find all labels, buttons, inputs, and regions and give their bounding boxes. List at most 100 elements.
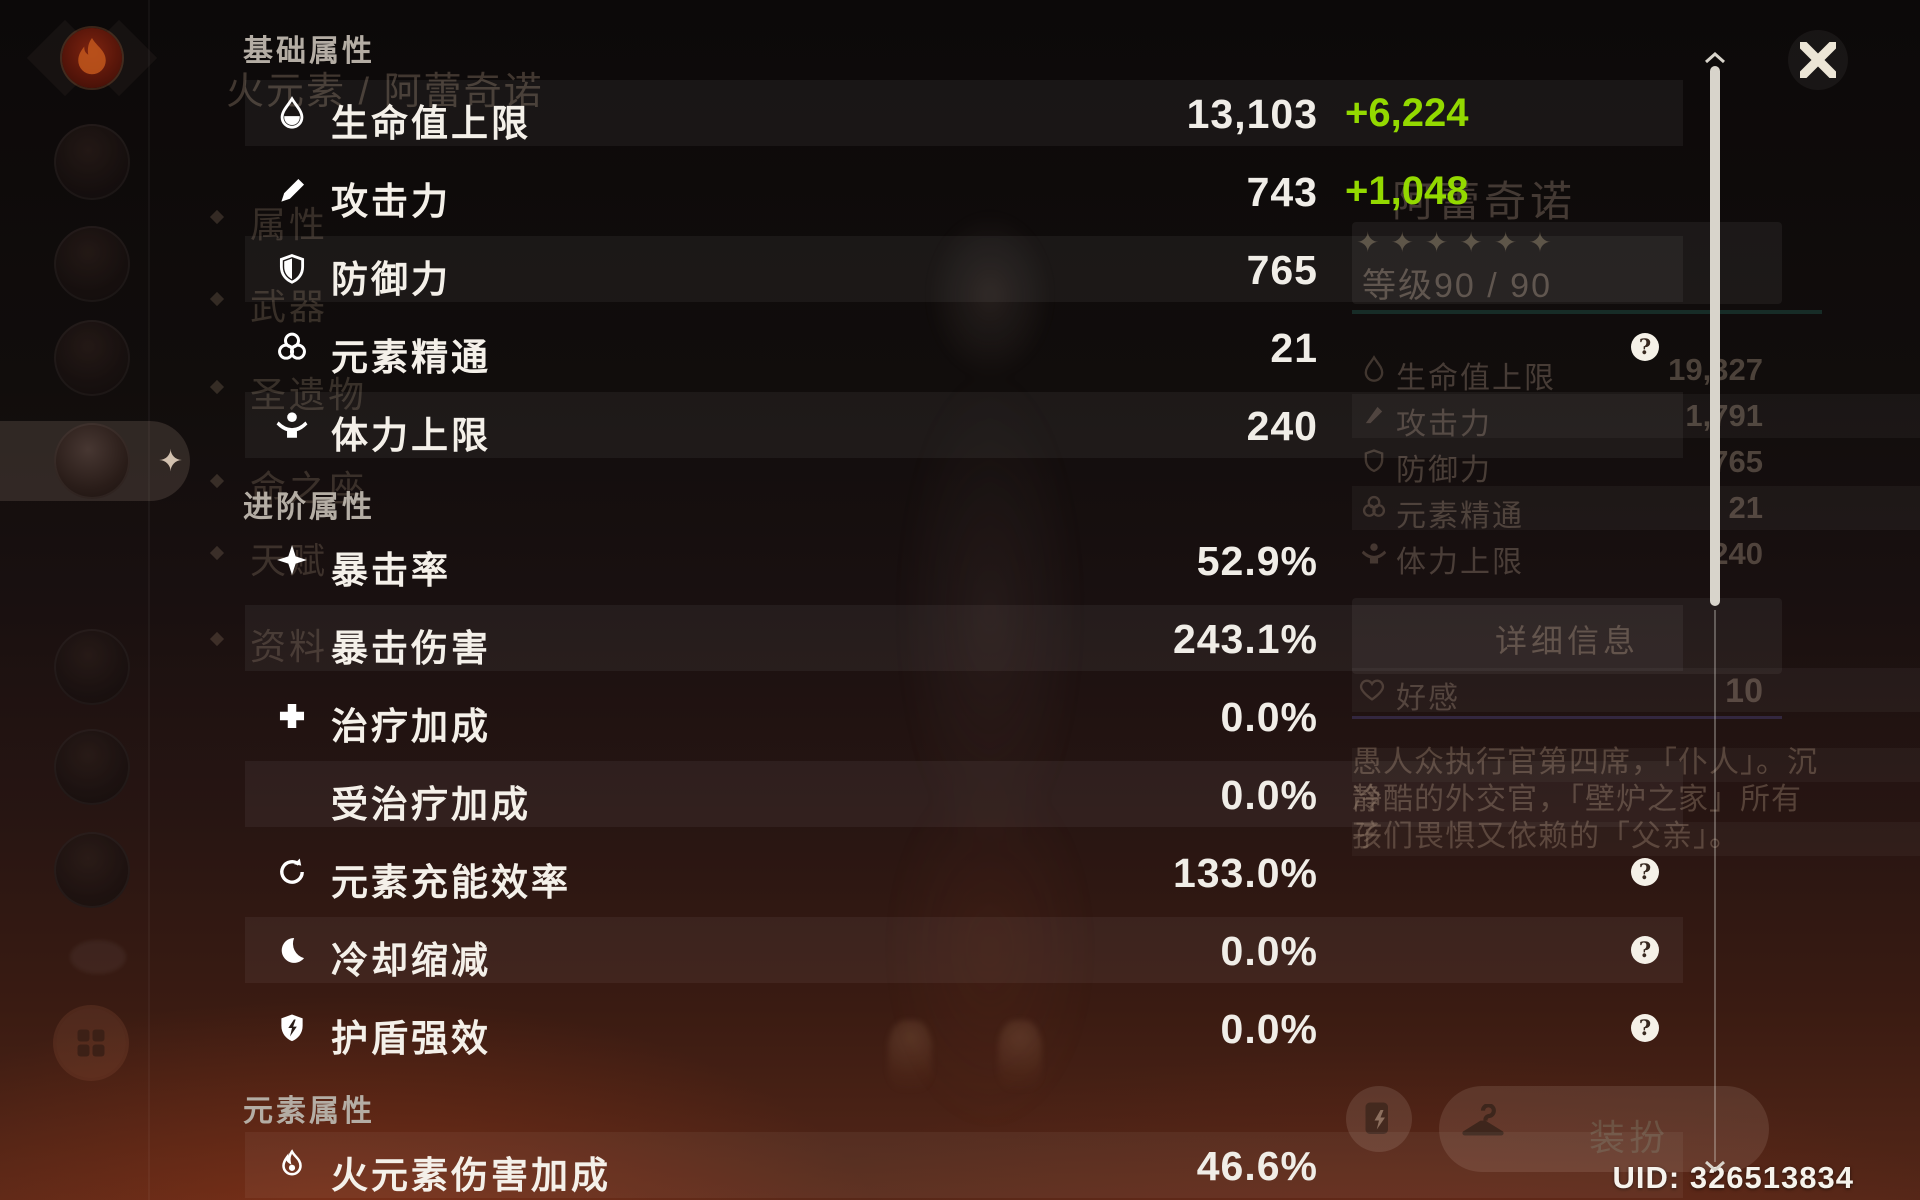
stat-value: 240	[1246, 403, 1318, 449]
stat-bonus: +1,048	[1345, 169, 1469, 213]
sidebar-character-avatar[interactable]	[54, 832, 130, 908]
energy-recharge-icon	[280, 858, 304, 884]
stat-row-crit-rate: 暴击率 52.9%	[245, 527, 1683, 593]
sidebar-character-avatar[interactable]	[54, 320, 130, 396]
stat-label: 元素充能效率	[331, 862, 571, 903]
hanger-icon	[1462, 1104, 1504, 1136]
stat-value: 0.0%	[1220, 928, 1318, 974]
stat-value: 743	[1246, 169, 1318, 215]
dress-button: 装扮	[1439, 1086, 1769, 1172]
sidebar-creature-avatar[interactable]	[70, 940, 126, 974]
menu-diamond	[209, 631, 225, 647]
stat-value: 13,103	[1186, 91, 1318, 137]
pyro-element-emblem	[26, 19, 158, 97]
section-header-advanced: 进阶属性	[243, 491, 375, 524]
menu-diamond	[209, 473, 225, 489]
hp-icon	[1364, 355, 1384, 382]
stat-row-atk: 攻击力 743 +1,048	[245, 158, 1683, 224]
stat-value: 0.0%	[1220, 694, 1318, 740]
bg-stat-label: 生命值上限	[1396, 362, 1556, 395]
sidebar-character-avatar-selected[interactable]	[54, 423, 130, 499]
friendship-heart-icon	[1359, 679, 1385, 701]
stat-value: 21	[1270, 325, 1318, 371]
stat-value: 765	[1246, 247, 1318, 293]
stat-label: 冷却缩减	[331, 940, 491, 981]
stat-row-crit-dmg: 暴击伤害 243.1%	[245, 605, 1683, 671]
help-icon[interactable]: ?	[1631, 858, 1659, 886]
shield-strength-icon	[281, 1014, 303, 1042]
friendship-row: 好感 10	[1352, 668, 1920, 715]
friendship-value: 10	[1725, 672, 1763, 710]
help-icon[interactable]: ?	[1631, 1014, 1659, 1042]
stat-label: 暴击伤害	[331, 628, 491, 669]
bg-stat-row: 攻击力 1,791	[1352, 394, 1920, 441]
character-level: 等级90 / 90	[1362, 267, 1552, 305]
character-artwork	[820, 180, 1160, 1140]
bg-stat-row: 元素精通 21	[1352, 486, 1920, 533]
stat-label: 体力上限	[331, 415, 491, 456]
stamina-icon	[276, 412, 308, 438]
section-header-elemental: 元素属性	[243, 1095, 375, 1128]
menu-item-artifacts: 圣遗物	[250, 374, 368, 415]
uid-text: UID: 326513834	[1612, 1160, 1854, 1195]
bg-stat-label: 体力上限	[1396, 546, 1524, 579]
stat-row-elemental-mastery: 元素精通 21 ?	[245, 314, 1683, 380]
sidebar-character-avatar[interactable]	[54, 629, 130, 705]
sidebar-character-avatar[interactable]	[54, 729, 130, 805]
pyro-icon	[62, 28, 122, 88]
menu-diamond	[209, 379, 225, 395]
stat-value: 0.0%	[1220, 772, 1318, 818]
menu-diamond	[209, 291, 225, 307]
menu-item-constellation: 命之座	[250, 468, 368, 509]
divider	[1352, 716, 1782, 719]
hp-drop-icon	[280, 96, 304, 129]
scrollbar-track[interactable]	[1714, 610, 1716, 1162]
def-icon	[1364, 449, 1384, 473]
def-shield-icon	[279, 254, 305, 284]
stat-row-incoming-healing: 受治疗加成 0.0%	[245, 761, 1683, 827]
stat-label: 受治疗加成	[331, 784, 531, 825]
stat-row-shield-strength: 护盾强效 0.0% ?	[245, 995, 1683, 1061]
details-header: 详细信息	[1494, 623, 1639, 659]
grid-icon	[77, 1029, 105, 1057]
friendship-label: 好感	[1396, 682, 1460, 715]
sidebar-character-avatar[interactable]	[54, 226, 130, 302]
scroll-up-arrow[interactable]	[1704, 52, 1726, 64]
stat-row-stamina: 体力上限 240	[245, 392, 1683, 458]
elemental-mastery-icon	[278, 332, 306, 360]
stat-label: 攻击力	[331, 181, 451, 222]
stat-label: 防御力	[331, 259, 451, 300]
atk-icon	[1365, 406, 1383, 424]
section-header-base: 基础属性	[243, 35, 375, 68]
namecard-flash-icon	[1365, 1102, 1388, 1134]
help-icon[interactable]: ?	[1631, 936, 1659, 964]
character-element-title: 火元素 / 阿蕾奇诺	[226, 71, 544, 113]
stat-label: 暴击率	[331, 550, 451, 591]
menu-item-attributes: 属性	[250, 204, 329, 245]
close-button[interactable]	[1788, 30, 1848, 90]
menu-diamond	[209, 545, 225, 561]
stat-label: 治疗加成	[331, 706, 491, 747]
selected-sparkle-icon: ✦	[158, 445, 184, 478]
details-plate	[1352, 598, 1782, 674]
character-name: 阿蕾奇诺	[1392, 178, 1577, 225]
namecard-button	[1346, 1086, 1412, 1152]
crit-rate-star-icon	[277, 545, 307, 575]
bg-stat-value: 21	[1728, 490, 1763, 525]
sidebar-rail	[148, 0, 150, 1200]
close-icon	[1800, 42, 1836, 78]
menu-diamond	[209, 209, 225, 225]
scroll-down-arrow[interactable]	[1704, 1160, 1726, 1172]
stat-row-def: 防御力 765	[245, 236, 1683, 302]
bg-stat-value: 1,791	[1685, 398, 1763, 433]
stat-row-cd-reduction: 冷却缩减 0.0% ?	[245, 917, 1683, 983]
stat-label: 元素精通	[331, 337, 491, 378]
bg-stat-label: 防御力	[1396, 454, 1492, 487]
statuette-left	[888, 1020, 932, 1090]
sidebar-character-avatar[interactable]	[54, 124, 130, 200]
stat-value: 133.0%	[1172, 850, 1318, 896]
party-grid-button[interactable]	[56, 1008, 126, 1078]
bg-stat-label: 攻击力	[1396, 408, 1492, 441]
scrollbar-thumb[interactable]	[1710, 66, 1720, 606]
help-icon[interactable]: ?	[1631, 333, 1659, 361]
